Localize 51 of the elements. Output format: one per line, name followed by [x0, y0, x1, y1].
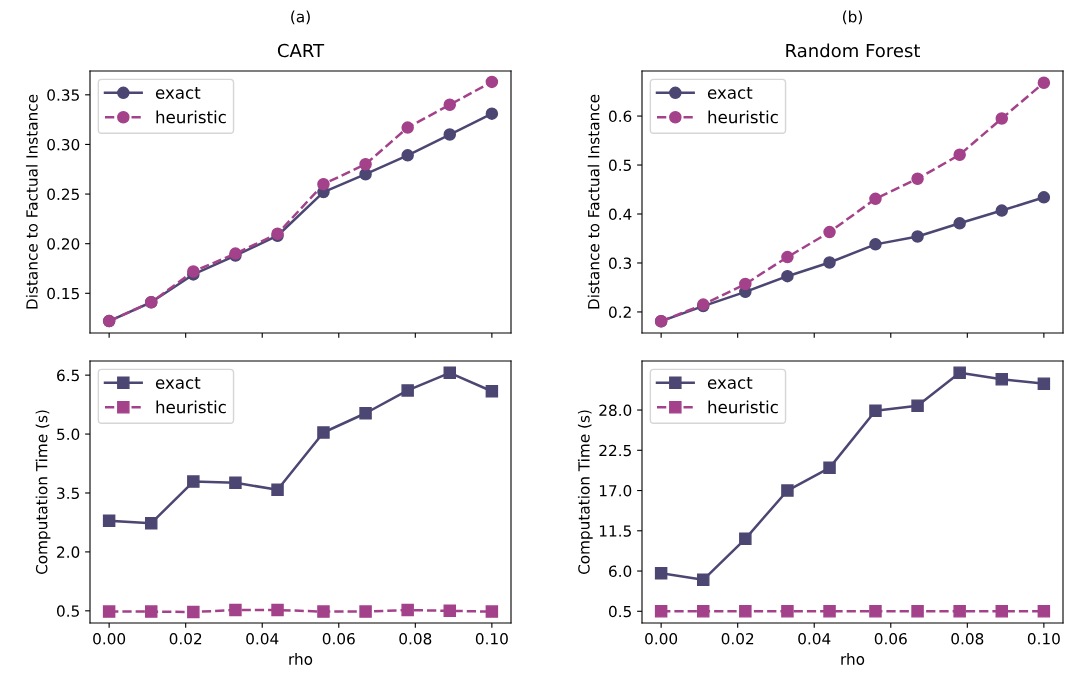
- y-tick-label: 0.20: [47, 238, 80, 250]
- x-tick-label: 0.02: [721, 632, 754, 645]
- y-axis-title: Distance to Factual Instance: [25, 94, 38, 309]
- x-axis-title: rho: [289, 653, 313, 665]
- legend-label: heuristic: [156, 110, 226, 124]
- y-tick-label: 0.15: [47, 287, 79, 300]
- y-tick-label: 0.6: [608, 110, 632, 123]
- chart-subtitle: CART: [277, 43, 325, 58]
- legend-label: heuristic: [708, 110, 778, 124]
- y-tick-label: 6.5: [57, 369, 79, 382]
- x-tick-label: 0.06: [322, 632, 355, 645]
- x-tick-label: 0.02: [169, 632, 202, 645]
- y-tick-label: 22.5: [599, 444, 631, 457]
- chart-title: (b): [843, 10, 862, 25]
- legend-label: heuristic: [708, 400, 778, 414]
- y-tick-label: 0.30: [47, 138, 80, 151]
- x-tick-label: 0.04: [798, 632, 831, 645]
- x-tick-label: 0.06: [874, 632, 907, 645]
- x-tick-label: 0.00: [93, 632, 126, 645]
- x-tick-label: 0.04: [246, 632, 279, 645]
- x-tick-label: 0.08: [399, 632, 432, 645]
- y-axis-title: Computation Time (s): [35, 410, 51, 575]
- x-axis-title: rho: [841, 653, 865, 665]
- y-tick-label: 0.3: [608, 257, 632, 269]
- y-tick-label: 0.5: [56, 605, 79, 617]
- y-tick-label: 5.0: [57, 428, 80, 441]
- legend-label: exact: [155, 376, 201, 389]
- y-tick-label: 17.0: [599, 485, 632, 497]
- y-tick-label: 0.5: [608, 159, 631, 172]
- x-tick-label: 0.10: [1027, 632, 1060, 645]
- y-tick-label: 0.25: [47, 188, 79, 201]
- y-tick-label: 0.5: [608, 605, 631, 618]
- x-tick-label: 0.00: [645, 632, 678, 645]
- legend-label: heuristic: [156, 400, 226, 414]
- y-tick-label: 0.2: [608, 306, 631, 318]
- x-tick-label: 0.08: [951, 632, 984, 645]
- y-tick-label: 3.5: [57, 487, 79, 499]
- chart-title: (a): [291, 10, 310, 25]
- y-tick-label: 0.35: [47, 89, 79, 101]
- y-tick-label: 6.0: [609, 565, 632, 578]
- y-tick-label: 28.0: [599, 404, 632, 417]
- y-tick-label: 0.4: [608, 208, 632, 221]
- y-axis-title: Computation Time (s): [577, 410, 593, 575]
- x-tick-label: 0.10: [475, 632, 508, 645]
- legend-label: exact: [155, 86, 201, 99]
- y-tick-label: 2.0: [57, 546, 80, 558]
- legend-label: exact: [707, 376, 753, 389]
- legend-label: exact: [707, 86, 753, 99]
- y-tick-label: 11.5: [599, 525, 631, 537]
- y-axis-title: Distance to Factual Instance: [587, 94, 600, 309]
- chart-subtitle: Random Forest: [786, 43, 920, 58]
